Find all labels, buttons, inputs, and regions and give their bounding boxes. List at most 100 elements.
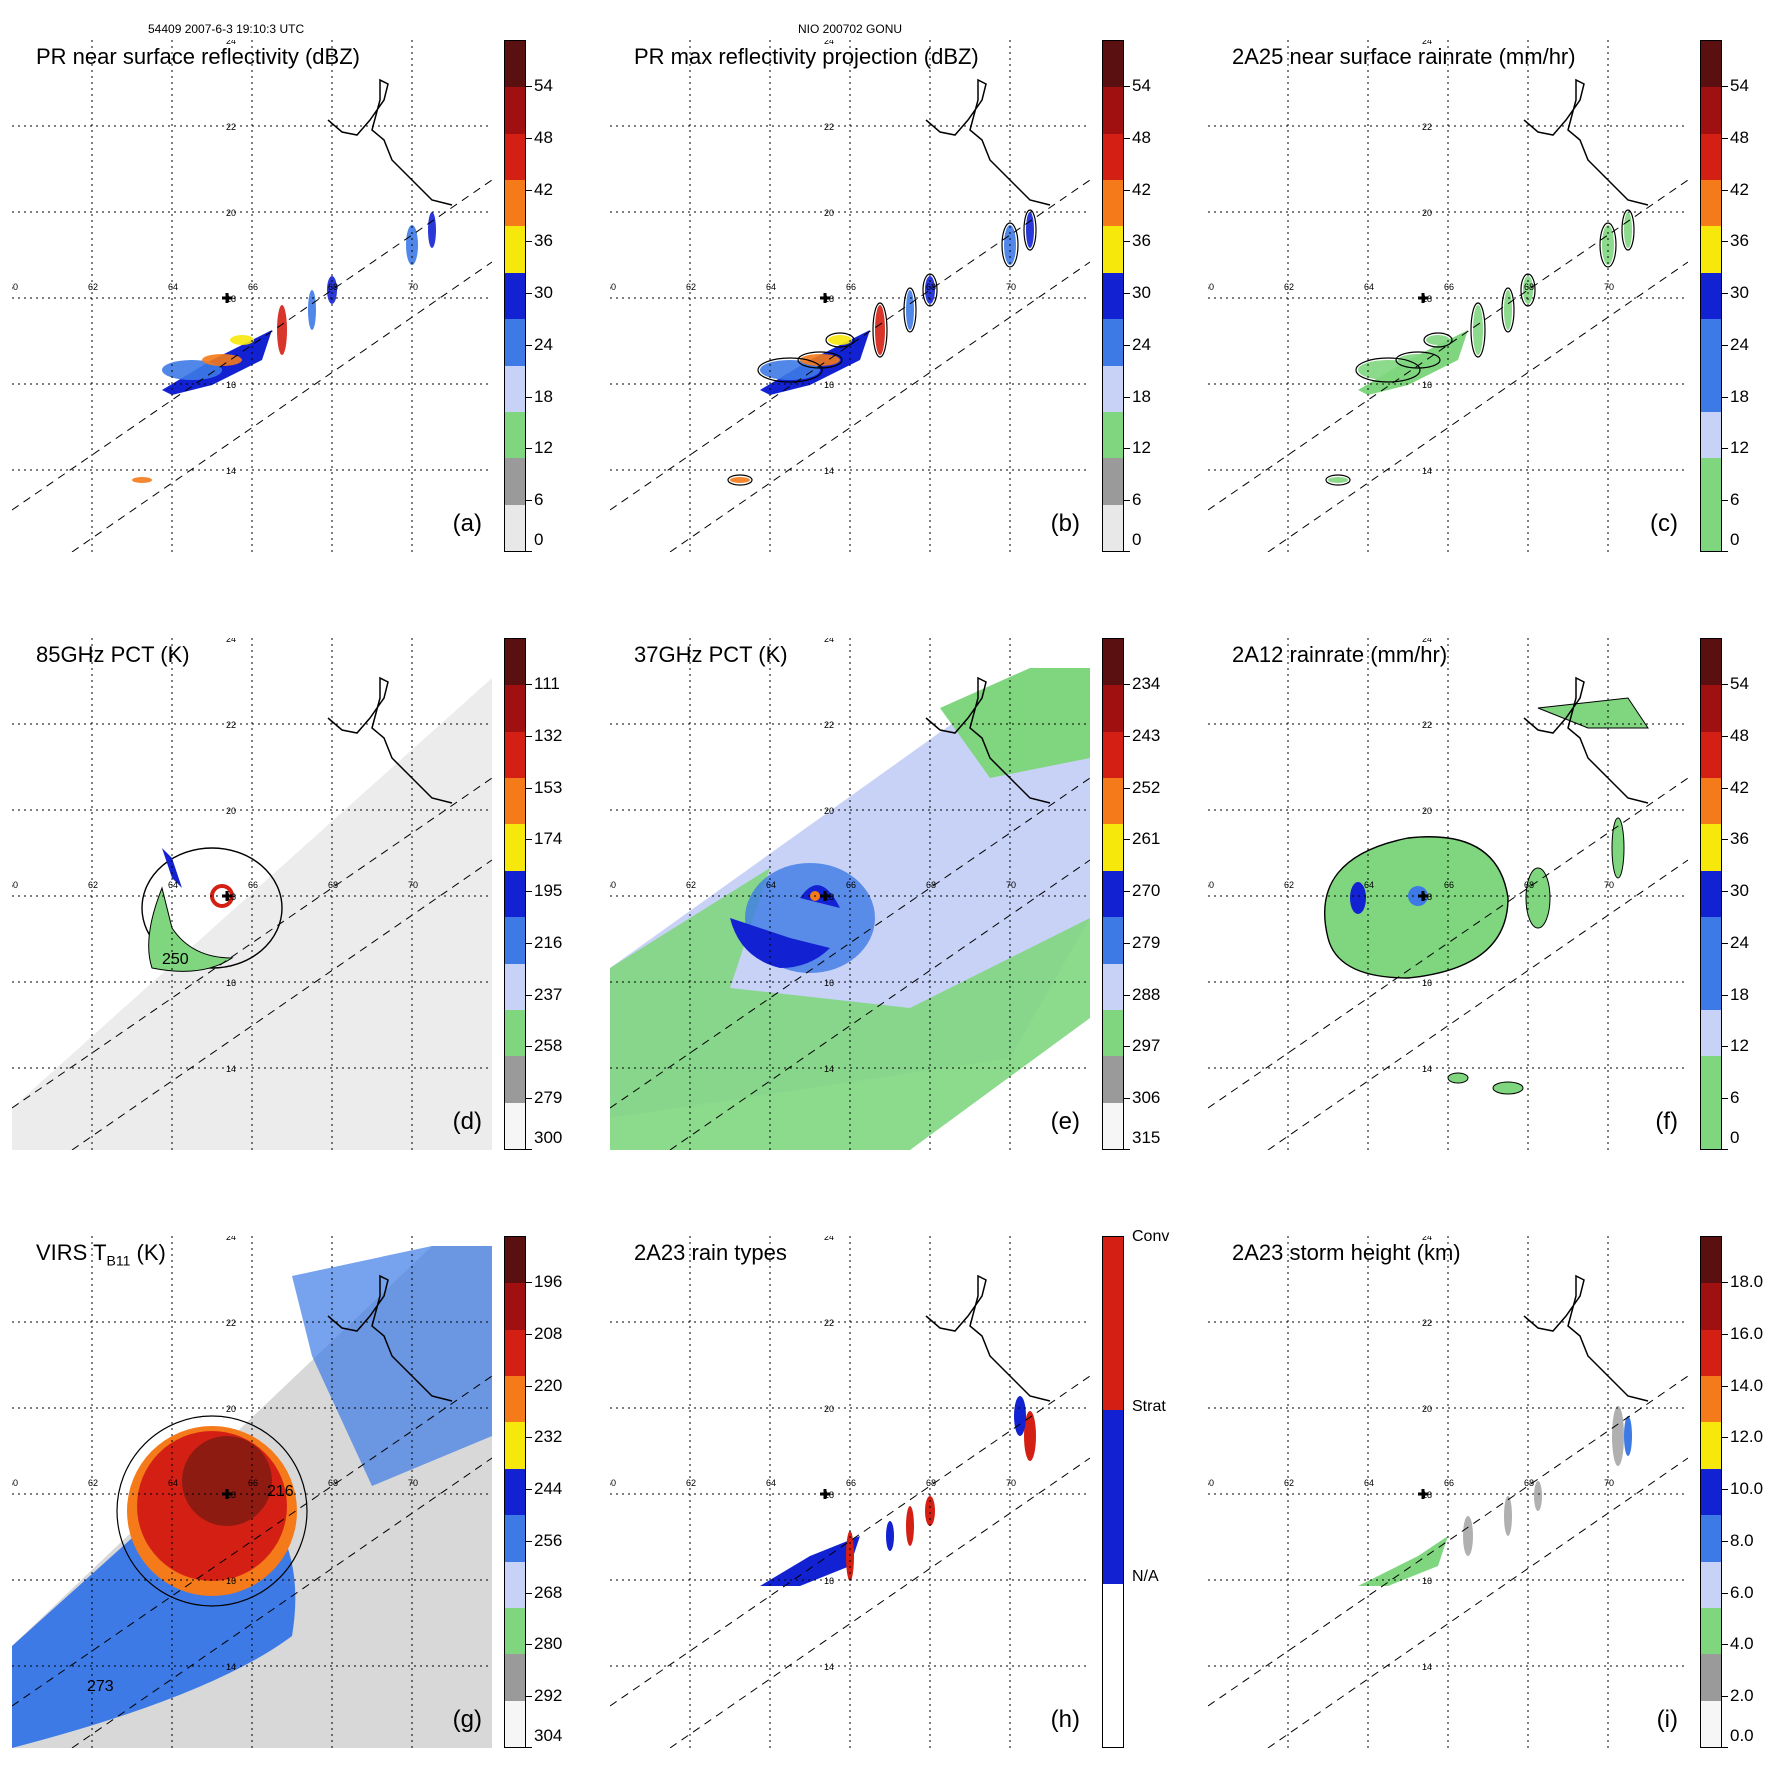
lon-label: 60 xyxy=(610,880,616,890)
colorbar-tick xyxy=(1722,1747,1728,1748)
contour-label: 216 xyxy=(267,1483,294,1500)
colorbar-segment xyxy=(505,1700,525,1747)
colorbar-tick xyxy=(1722,787,1728,789)
lon-label: 64 xyxy=(766,1478,776,1488)
panel-letter: (f) xyxy=(1655,1108,1678,1135)
colorbar-tick-label: 24 xyxy=(1730,932,1749,952)
lon-label: 60 xyxy=(12,880,18,890)
colorbar-tick-label: 24 xyxy=(1730,334,1749,354)
colorbar-tick xyxy=(526,396,532,398)
colorbar-tick-label: 280 xyxy=(534,1634,563,1654)
colorbar-tick-label: 0 xyxy=(534,530,544,549)
lon-label: 70 xyxy=(1006,282,1016,292)
lat-label: 16 xyxy=(824,1576,834,1586)
storm-center-marker xyxy=(820,891,830,901)
colorbar-tick xyxy=(526,241,532,243)
colorbar-tick xyxy=(1722,1385,1728,1387)
lon-label: 60 xyxy=(12,282,18,292)
lon-label: 68 xyxy=(926,1478,936,1488)
colorbar-tick xyxy=(526,891,532,893)
lat-label: 14 xyxy=(824,466,834,476)
colorbar xyxy=(504,1236,526,1748)
rain-echo xyxy=(727,209,1037,486)
colorbar-tick-label: 16.0 xyxy=(1730,1323,1764,1343)
colorbar-tick xyxy=(1722,241,1728,243)
lon-label: 70 xyxy=(408,282,418,292)
colorbar-tick-label: 292 xyxy=(534,1686,563,1706)
colorbar-segment xyxy=(505,319,525,366)
colorbar-tick-label: 243 xyxy=(1132,725,1161,745)
colorbar-tick xyxy=(1722,396,1728,398)
colorbar-tick xyxy=(526,500,532,502)
map-area: 242220181614606264666870 xyxy=(1208,638,1688,1150)
colorbar-tick xyxy=(1124,994,1130,996)
coastline xyxy=(1523,1274,1649,1402)
colorbar-tick xyxy=(1722,1644,1728,1646)
lon-label: 70 xyxy=(1006,880,1016,890)
colorbar-tick-label: N/A xyxy=(1132,1568,1159,1585)
colorbar-tick xyxy=(526,942,532,944)
swath-edge xyxy=(71,261,492,552)
rain-region xyxy=(1323,836,1509,979)
rain-region xyxy=(1525,867,1551,929)
convective-rain xyxy=(925,1496,935,1526)
colorbar-tick xyxy=(1722,293,1728,295)
colorbar-segment xyxy=(1103,1102,1123,1149)
rain-region xyxy=(1492,1081,1524,1095)
colorbar-segment xyxy=(1701,917,1721,964)
rain-region xyxy=(1611,817,1625,879)
colorbar-tick xyxy=(1722,891,1728,893)
lon-label: 62 xyxy=(686,282,696,292)
colorbar-tick-label: 54 xyxy=(1730,674,1749,693)
colorbar-tick-label: 279 xyxy=(534,1088,563,1108)
lon-label: 64 xyxy=(168,880,178,890)
lon-label: 62 xyxy=(1284,282,1294,292)
colorbar-tick-label: 36 xyxy=(1730,829,1749,849)
lon-label: 66 xyxy=(1444,880,1454,890)
colorbar-tick xyxy=(1124,1098,1130,1100)
colorbar-tick xyxy=(526,86,532,87)
colorbar-tick xyxy=(1124,551,1130,552)
colorbar-tick-label: 18 xyxy=(1132,386,1151,406)
swath-edge xyxy=(669,261,1090,552)
colorbar-tick-label: 132 xyxy=(534,725,563,745)
panel-title: VIRS TB11 (K) xyxy=(36,1240,166,1268)
colorbar-tick xyxy=(1722,1437,1728,1439)
colorbar-tick xyxy=(1124,189,1130,191)
colorbar-segment xyxy=(1701,1283,1721,1330)
storm-center-marker xyxy=(222,293,232,303)
colorbar-tick-label: 42 xyxy=(534,179,553,199)
colorbar-tick-label: Conv xyxy=(1132,1228,1170,1245)
colorbar-segment xyxy=(1103,87,1123,134)
colorbar-tick xyxy=(526,1696,532,1698)
colorbar-segment xyxy=(1701,504,1721,551)
panel-title: 2A12 rainrate (mm/hr) xyxy=(1232,642,1448,667)
panel-title-subscript: B11 xyxy=(106,1252,131,1269)
colorbar-tick xyxy=(526,448,532,450)
colorbar-tick-label: 18.0 xyxy=(1730,1272,1764,1291)
colorbar-segment xyxy=(505,824,525,871)
lat-label: 14 xyxy=(1422,1064,1432,1074)
storm-height-field xyxy=(1463,1516,1473,1556)
coastline xyxy=(327,78,453,206)
colorbar-segment xyxy=(505,870,525,918)
colorbar-tick xyxy=(1722,1696,1728,1698)
lat-label: 16 xyxy=(1422,1576,1432,1586)
lat-label: 22 xyxy=(1422,1318,1432,1328)
colorbar-tick xyxy=(1722,942,1728,944)
storm-height-field xyxy=(1358,1536,1448,1586)
colorbar-tick xyxy=(1722,1149,1728,1150)
panel-title: 37GHz PCT (K) xyxy=(634,642,788,667)
colorbar-tick xyxy=(526,684,532,685)
lon-label: 68 xyxy=(1524,880,1534,890)
colorbar-segment xyxy=(505,685,525,732)
lon-label: 60 xyxy=(1208,1478,1214,1488)
storm-height-field xyxy=(1504,1496,1512,1536)
colorbar-segment xyxy=(1701,41,1721,88)
colorbar-tick xyxy=(1722,1592,1728,1594)
colorbar-segment xyxy=(1103,1237,1123,1411)
coastline xyxy=(327,1274,453,1402)
panel-title-tail: (K) xyxy=(130,1240,166,1265)
colorbar-tick-label: 0 xyxy=(1132,530,1142,549)
coastline xyxy=(327,676,453,804)
